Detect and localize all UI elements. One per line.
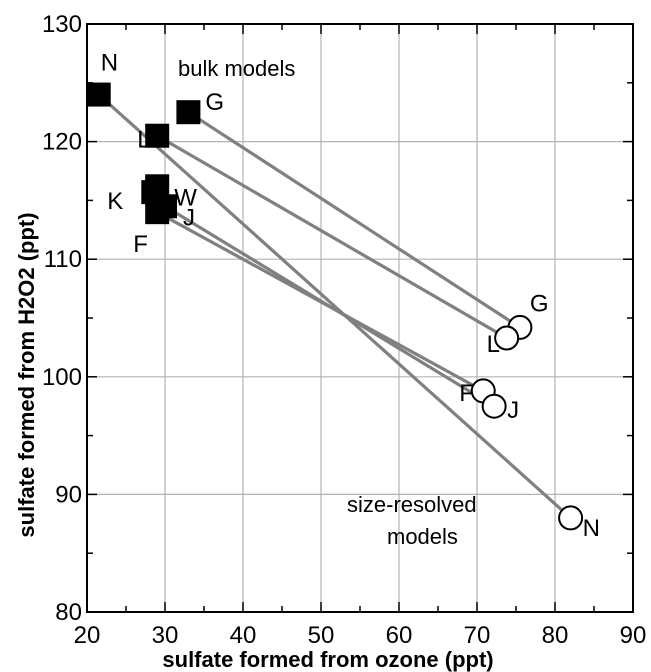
x-tick-label: 60 — [386, 622, 413, 649]
size-resolved-label-N: N — [583, 515, 600, 542]
annotation-size-resolved: size-resolved models — [347, 492, 477, 549]
size-resolved-marker-N — [558, 505, 584, 531]
markers — [86, 82, 584, 531]
bulk-label-W: W — [174, 184, 197, 211]
annotation-line: size-resolved — [347, 492, 477, 517]
connection-lines — [97, 93, 572, 520]
size-resolved-label-L: L — [487, 331, 500, 358]
annotation-line: models — [387, 524, 458, 549]
y-tick-label: 130 — [42, 11, 82, 38]
x-tick-label: 70 — [464, 622, 491, 649]
x-axis-label: sulfate formed from ozone (ppt) — [162, 647, 493, 672]
x-tick-label: 20 — [74, 622, 101, 649]
size-resolved-label-J: J — [507, 397, 519, 424]
bulk-label-J: J — [183, 204, 195, 231]
axis-ticks — [86, 23, 634, 613]
y-tick-label: 80 — [55, 599, 82, 626]
y-tick-label: 90 — [55, 481, 82, 508]
bulk-marker-F — [145, 200, 170, 225]
bulk-label-F: F — [133, 231, 148, 258]
x-tick-label: 50 — [308, 622, 335, 649]
connection-line — [156, 134, 508, 340]
size-resolved-marker-L — [494, 325, 520, 351]
size-resolved-label-G: G — [530, 290, 549, 317]
x-tick-label: 40 — [230, 622, 257, 649]
size-resolved-marker-J — [481, 393, 507, 419]
connection-line — [187, 110, 521, 329]
connection-line — [97, 93, 572, 520]
bulk-marker-N — [86, 82, 111, 107]
bulk-label-N: N — [101, 50, 118, 77]
bulk-marker-L — [145, 123, 170, 148]
y-tick-label: 120 — [42, 129, 82, 156]
bulk-label-G: G — [205, 89, 224, 116]
bulk-label-L: L — [137, 127, 150, 154]
x-tick-label: 80 — [542, 622, 569, 649]
x-tick-label: 90 — [620, 622, 647, 649]
x-tick-label: 30 — [152, 622, 179, 649]
bulk-label-K: K — [107, 188, 123, 215]
tick-labels: 20 30 40 50 60 70 80 90 80 90 100 110 120 130 — [42, 11, 646, 649]
y-tick-label: 100 — [42, 364, 82, 391]
grid — [87, 24, 633, 612]
bulk-marker-G — [176, 100, 201, 125]
connection-line — [164, 204, 495, 408]
annotation-bulk-models: bulk models — [178, 56, 295, 81]
y-tick-label: 110 — [44, 246, 82, 273]
size-resolved-label-F: F — [459, 380, 474, 407]
plot-frame — [86, 23, 634, 613]
y-axis-label: sulfate formed from H2O2 (ppt) — [14, 212, 39, 537]
